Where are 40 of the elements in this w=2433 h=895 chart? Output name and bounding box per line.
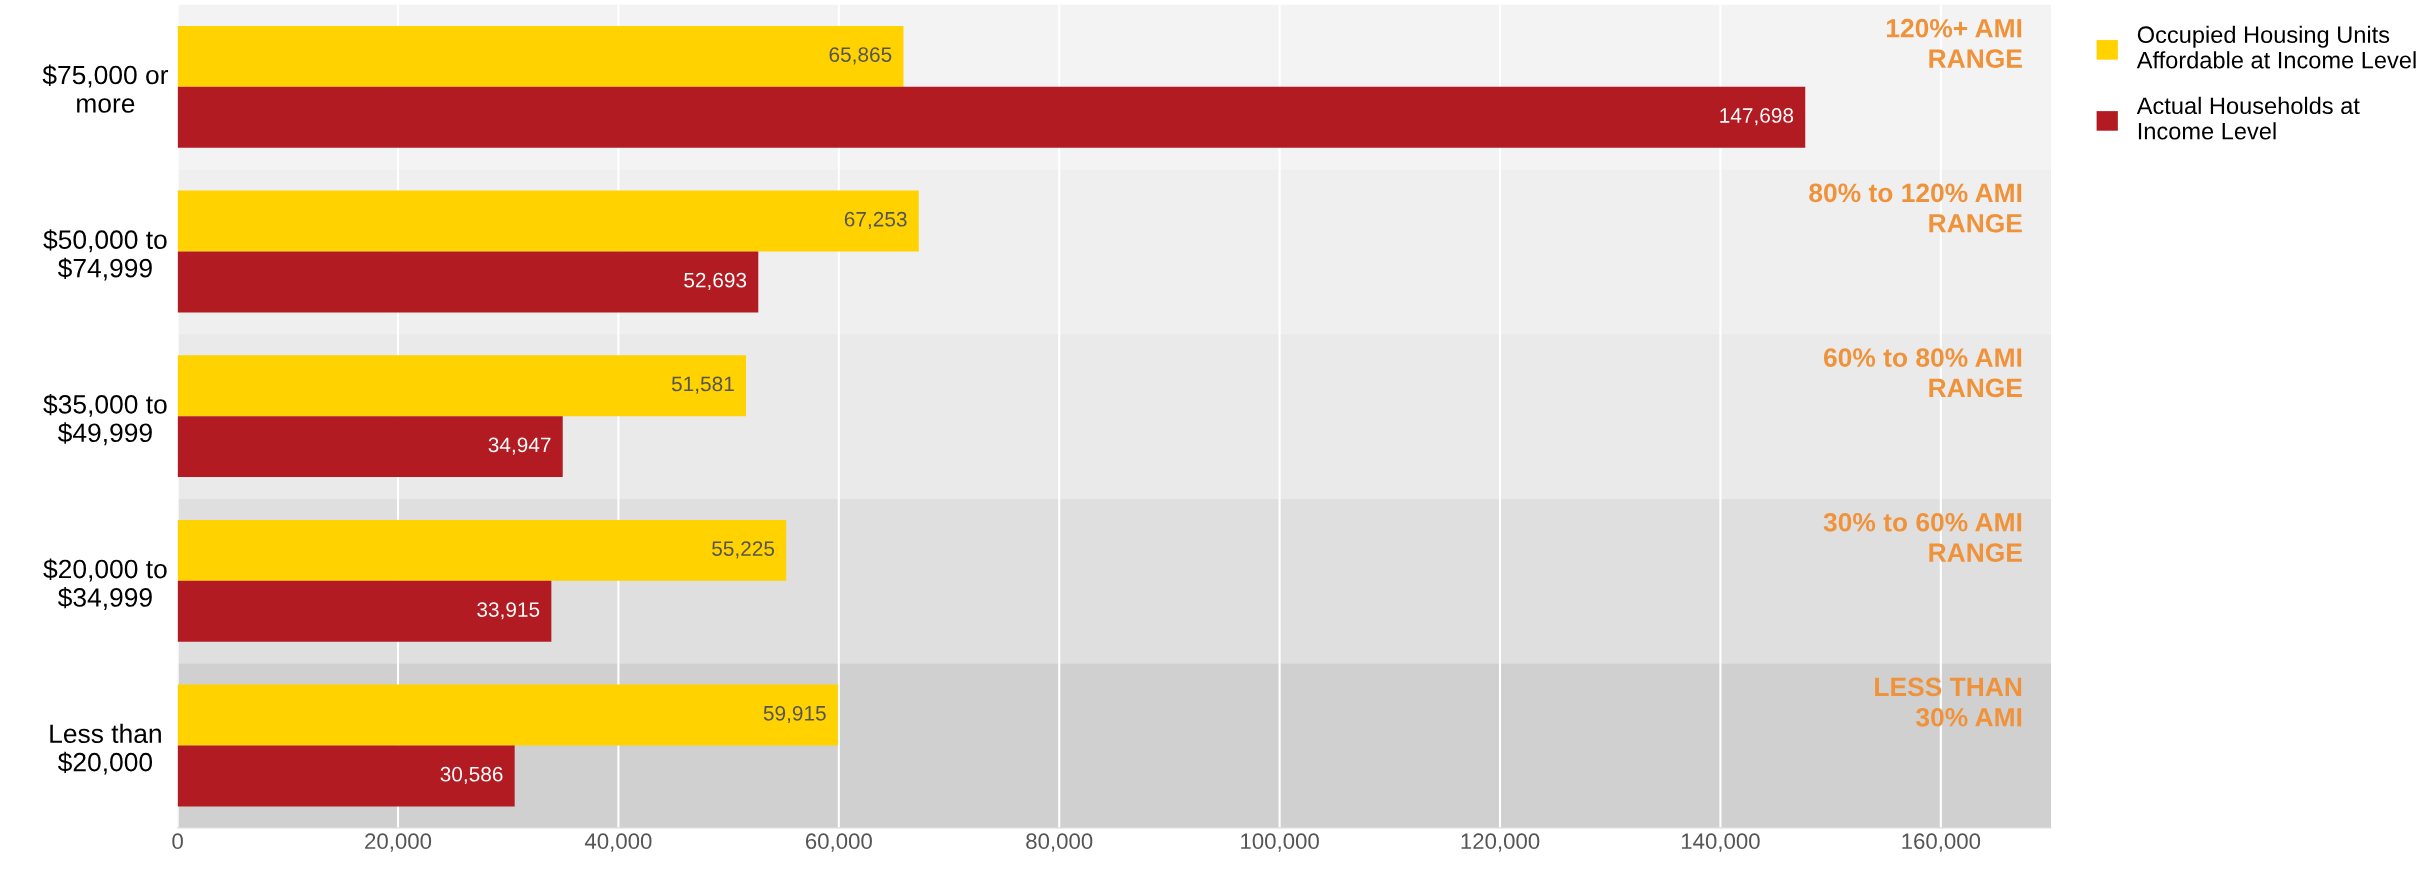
bar bbox=[177, 580, 552, 642]
x-tick-label: 0 bbox=[172, 833, 183, 850]
bar bbox=[177, 25, 904, 87]
band-label: 60% to 80% AMI RANGE bbox=[1823, 348, 2022, 398]
data-label: 30,586 bbox=[440, 766, 503, 785]
data-label: 55,225 bbox=[712, 541, 775, 559]
bar bbox=[177, 684, 838, 746]
y-tick-label: $20,000 to $34,999 bbox=[43, 558, 167, 610]
x-tick-label: 20,000 bbox=[365, 833, 432, 852]
x-tick-label: 100,000 bbox=[1241, 833, 1319, 852]
data-label: 147,698 bbox=[1720, 108, 1794, 126]
bar bbox=[177, 190, 919, 252]
legend-label: Actual Households at Income Level bbox=[2136, 96, 2360, 140]
band-label: 120%+ AMI RANGE bbox=[1886, 18, 2022, 68]
bar bbox=[177, 519, 787, 581]
bar bbox=[177, 745, 515, 807]
bar bbox=[177, 355, 747, 417]
band-label: LESS THAN 30% AMI bbox=[1875, 677, 2022, 727]
x-tick-label: 80,000 bbox=[1026, 833, 1093, 852]
data-label: 34,947 bbox=[488, 437, 551, 455]
x-tick-label: 40,000 bbox=[584, 833, 652, 852]
y-tick-label: Less than $20,000 bbox=[50, 723, 161, 775]
legend-label: Occupied Housing Units Affordable at Income Level bbox=[2136, 25, 2416, 69]
data-label: 59,915 bbox=[763, 705, 826, 724]
y-tick-label: $75,000 or more bbox=[42, 64, 169, 113]
x-tick-label: 120,000 bbox=[1461, 833, 1540, 852]
x-tick-label: 140,000 bbox=[1681, 833, 1760, 852]
bar bbox=[177, 416, 563, 478]
data-label: 52,693 bbox=[684, 272, 747, 291]
band-label: 30% to 60% AMI RANGE bbox=[1823, 512, 2022, 562]
bar bbox=[177, 251, 759, 313]
data-label: 65,865 bbox=[829, 47, 892, 65]
band-label: 80% to 120% AMI RANGE bbox=[1809, 183, 2022, 233]
data-label: 67,253 bbox=[844, 211, 907, 230]
data-label: 51,581 bbox=[671, 376, 734, 394]
data-label: 33,915 bbox=[477, 602, 540, 620]
y-tick-label: $50,000 to $74,999 bbox=[43, 229, 167, 281]
x-tick-label: 160,000 bbox=[1902, 833, 1981, 852]
y-tick-label: $35,000 to $49,999 bbox=[43, 393, 167, 446]
x-tick-label: 60,000 bbox=[805, 833, 872, 852]
